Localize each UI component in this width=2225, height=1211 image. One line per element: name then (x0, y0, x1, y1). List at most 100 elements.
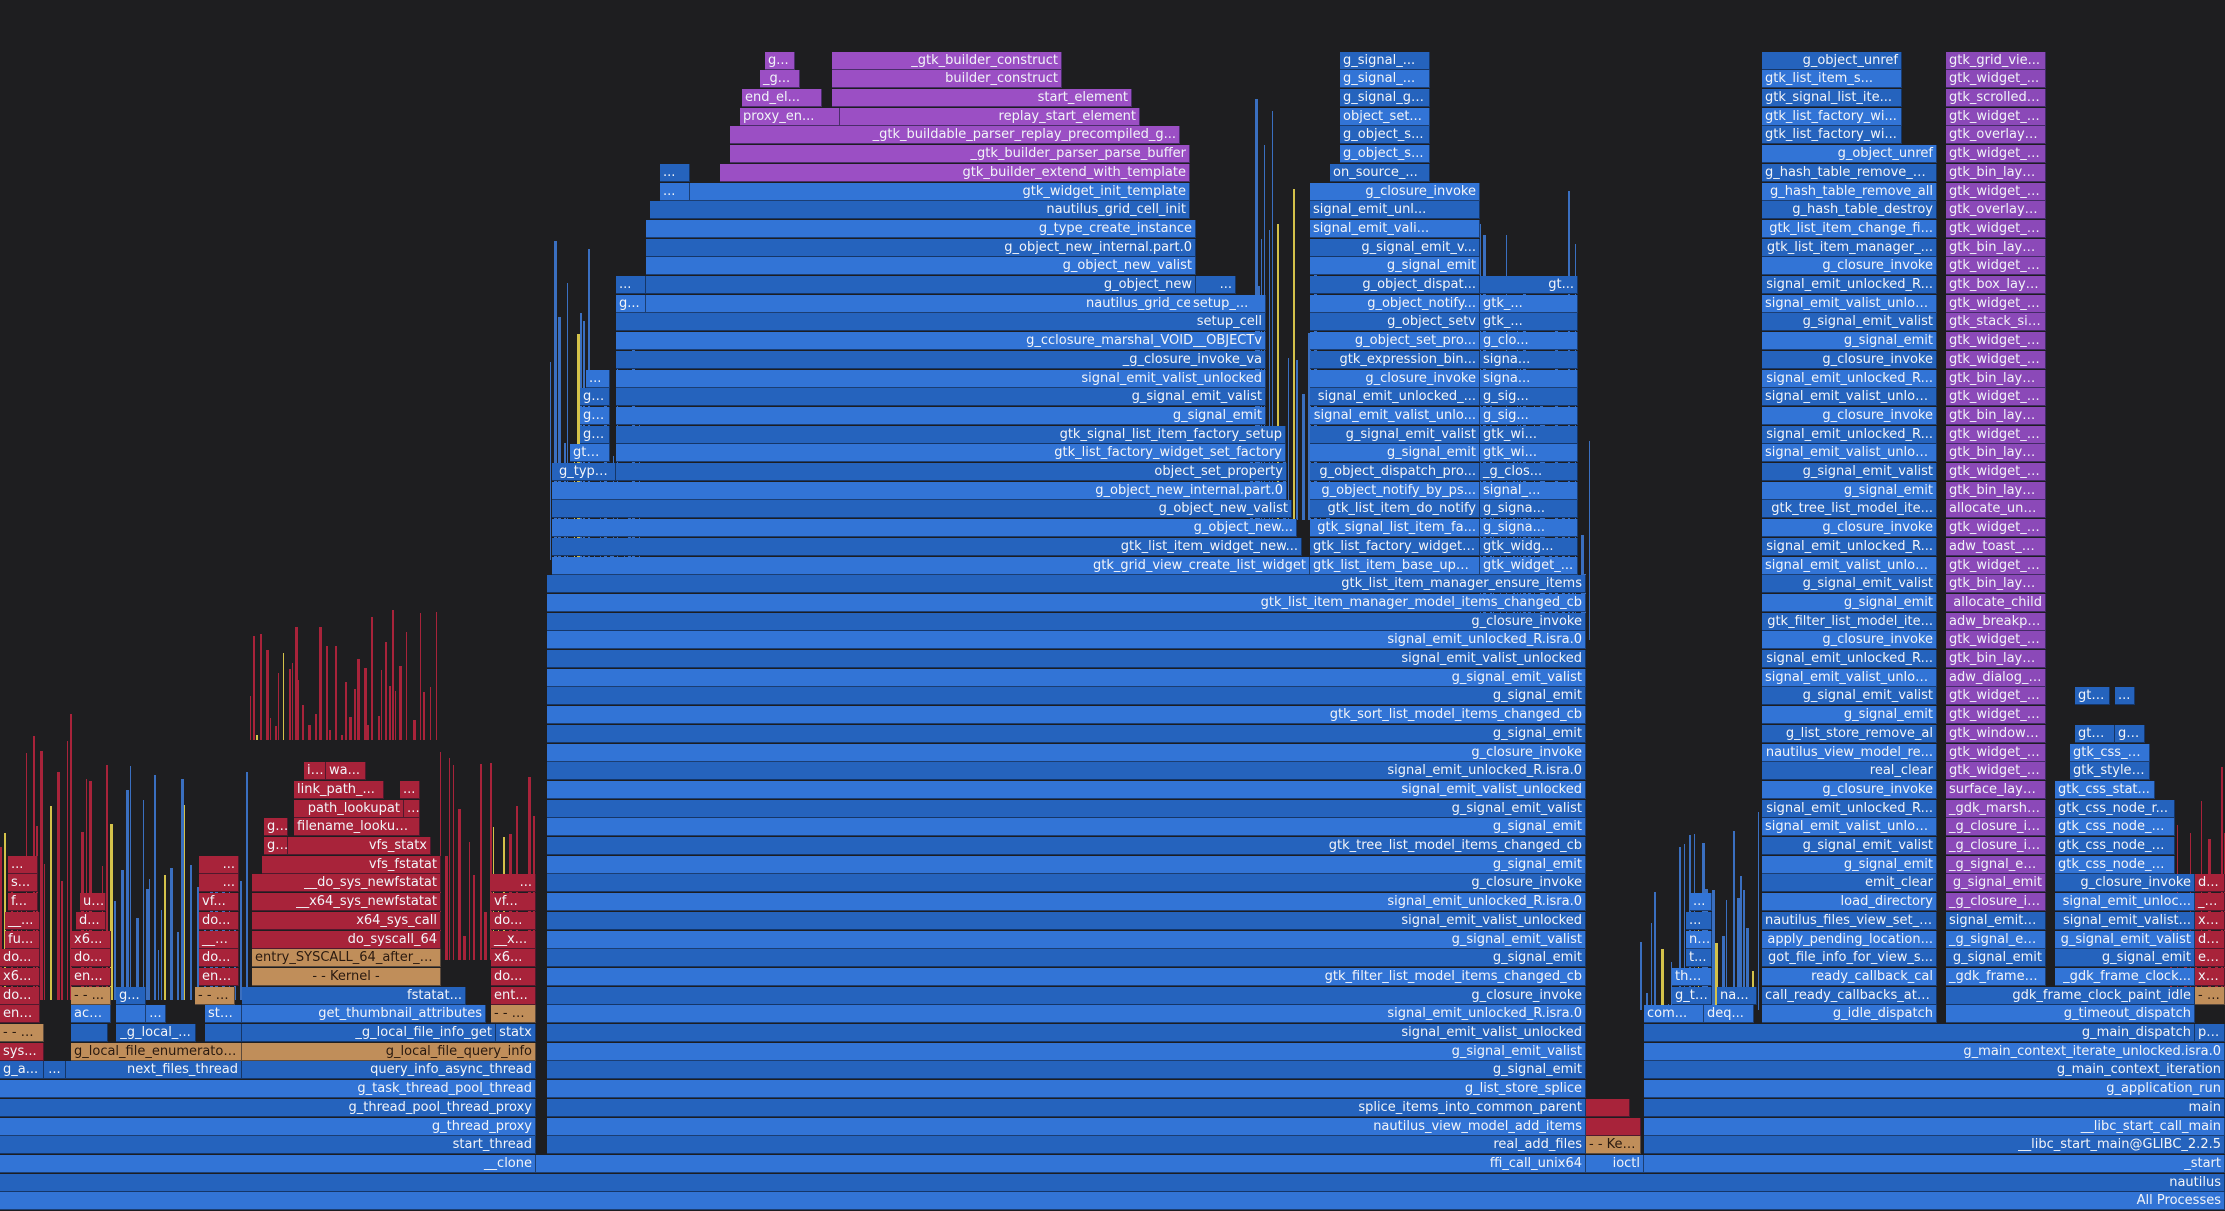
flame-frame[interactable]: g_ta... (1672, 986, 1712, 1005)
flame-frame[interactable]: builder_construct (832, 70, 1062, 89)
flame-frame[interactable]: __... (5, 911, 40, 930)
flame-frame[interactable]: gtk_widget_... (1480, 556, 1578, 575)
flame-frame[interactable]: gdk_frame_clock_paint_idle (1946, 986, 2195, 1005)
flame-frame[interactable] (1586, 1117, 1641, 1136)
flame-frame[interactable] (71, 1024, 108, 1042)
flame-frame[interactable]: statx (496, 1024, 536, 1042)
flame-frame[interactable]: gtk_bin_layou... (1946, 650, 2046, 668)
flame-frame[interactable]: g_closure_invoke (547, 743, 1586, 762)
flame-frame[interactable] (1586, 1098, 1630, 1117)
flame-frame[interactable]: g_object_new_internal.part.0 (646, 238, 1196, 257)
flame-frame[interactable]: allocate_child (1946, 593, 2046, 612)
flame-frame[interactable]: gtk_widget_a... (1946, 519, 2046, 538)
flame-frame[interactable]: ... (146, 1005, 166, 1024)
flame-frame[interactable]: g_signal_emit_valist (616, 388, 1266, 407)
flame-frame[interactable]: signal_emit_valist_unloc... (1762, 294, 1937, 313)
flame-frame[interactable]: gtk_widget_a... (1946, 631, 2046, 650)
flame-frame[interactable]: g_type... (556, 463, 616, 481)
flame-frame[interactable]: gtk_widget_a... (1946, 556, 2046, 575)
flame-frame[interactable]: g_hash_table_remove_all (1762, 182, 1937, 201)
flame-frame[interactable]: g_sig... (1480, 388, 1578, 407)
flame-frame[interactable]: _g_clos... (1480, 463, 1578, 481)
flame-frame[interactable]: g_main_dispatch (1644, 1024, 2195, 1042)
flame-frame[interactable]: _g... (760, 70, 800, 89)
flame-frame[interactable]: g_signal_emit (1762, 593, 1937, 612)
flame-frame[interactable]: g_signa... (1480, 519, 1578, 538)
flame-frame[interactable]: signal_emit_unlocked_R.isra.0 (547, 631, 1586, 650)
flame-frame[interactable]: splice_items_into_common_parent (547, 1098, 1586, 1117)
flame-frame[interactable]: get_thumbnail_attributes (242, 1005, 486, 1024)
flame-frame[interactable]: g_signal_emit (547, 687, 1586, 706)
flame-frame[interactable]: - - Kernel - (252, 967, 441, 986)
flame-frame[interactable]: gtk_box_layo... (1946, 276, 2046, 294)
flame-frame[interactable]: _g_closure_invoke_va (616, 350, 1266, 369)
flame-frame[interactable]: __libc_start_main@GLIBC_2.2.5 (1644, 1136, 2225, 1155)
flame-frame[interactable]: g_thread_proxy (0, 1117, 536, 1136)
flame-frame[interactable]: _gtk_builder_parser_parse_buffer (730, 145, 1190, 164)
flame-frame[interactable]: g_list_store_splice (547, 1080, 1586, 1099)
flame-frame[interactable]: _g_signal_emit... (1946, 930, 2046, 949)
flame-frame[interactable]: gtk_overlay_l... (1946, 201, 2046, 220)
flame-frame[interactable]: signal_emit_unlocked_R... (1762, 650, 1937, 668)
flame-frame[interactable]: ppoll (2195, 1024, 2225, 1042)
flame-frame[interactable]: signal_emit_v... (1946, 911, 2046, 930)
flame-frame[interactable]: g_thread_pool_thread_proxy (0, 1098, 536, 1117)
flame-frame[interactable]: gt... (580, 406, 610, 425)
flame-frame[interactable]: gtk_tree_list_model_ite... (1762, 500, 1937, 519)
flame-frame[interactable]: load_directory (1762, 893, 1937, 912)
flame-frame[interactable]: link_path_... (294, 780, 384, 799)
flame-frame[interactable]: g_closure_invoke (547, 874, 1586, 893)
flame-frame[interactable]: g_object_unref (1762, 51, 1902, 70)
flame-frame[interactable]: signal_emit_unlocked_... (1310, 388, 1480, 407)
flame-frame[interactable]: gtk_widget_a... (1946, 687, 2046, 706)
flame-frame[interactable]: ... (586, 369, 610, 388)
flame-frame[interactable]: g_a... (0, 1061, 44, 1080)
flame-frame[interactable]: g... (616, 294, 646, 313)
flame-frame[interactable]: g_cclosure_marshal_VOID__OBJECTv (616, 332, 1266, 351)
flame-frame[interactable]: signal_emit_unlocked_R.isra.0 (547, 893, 1586, 912)
flame-frame[interactable]: gtk_wi... (1480, 444, 1578, 463)
flame-frame[interactable]: gt... (580, 388, 610, 407)
flame-frame[interactable]: gtk_list_item_widget_new... (552, 537, 1302, 556)
flame-frame[interactable]: g_closure_invoke (1310, 369, 1480, 388)
flame-frame[interactable]: g_closure_invoke (1762, 257, 1937, 276)
flame-frame[interactable]: vfs_statx (288, 837, 431, 855)
flame-frame[interactable]: All Processes (0, 1192, 2225, 1211)
flame-frame[interactable]: _gtk_buildable_parser_replay_precompiled… (730, 126, 1180, 145)
flame-frame[interactable]: x6... (491, 949, 536, 968)
flame-frame[interactable]: gtk_widget_a... (1946, 762, 2046, 781)
flame-frame[interactable]: g_application_run (1644, 1080, 2225, 1099)
flame-frame[interactable]: gtk_window_... (1946, 724, 2046, 743)
flame-frame[interactable]: ... (199, 874, 239, 893)
flame-frame[interactable]: g_signal_emit_valist (547, 930, 1586, 949)
flame-frame[interactable]: ready_callback_cal (1762, 967, 1937, 986)
flame-frame[interactable]: gtk_expression_bin... (1310, 350, 1480, 369)
flame-frame[interactable]: g... (765, 51, 795, 70)
flame-frame[interactable]: g_signal_emit (547, 855, 1586, 874)
flame-frame[interactable]: signal_emit_vali... (1310, 219, 1480, 238)
flame-frame[interactable]: wa... (326, 762, 366, 781)
flame-frame[interactable]: signal_emit_valist_unloc... (1762, 388, 1937, 407)
flame-frame[interactable]: x6... (0, 967, 40, 986)
flame-frame[interactable]: gtk_... (1480, 294, 1578, 313)
flame-frame[interactable]: g_signal_gr... (1340, 89, 1430, 107)
flame-frame[interactable]: main (1644, 1098, 2225, 1117)
flame-frame[interactable]: gtk_list_factory_widget_set_factory (616, 444, 1286, 463)
flame-frame[interactable]: gtk_... (1480, 313, 1578, 332)
flame-frame[interactable]: g_object_new_valist (646, 257, 1196, 276)
flame-frame[interactable]: g_local_file_enumerator... (71, 1042, 242, 1061)
flame-frame[interactable]: do... (199, 949, 239, 968)
flame-frame[interactable]: gtk_widg... (1480, 537, 1578, 556)
flame-frame[interactable]: _g_closure_in... (1946, 837, 2046, 855)
flame-frame[interactable]: gtk_list_item_base_update (1310, 556, 1480, 575)
flame-frame[interactable]: got_file_info_for_view_s... (1762, 949, 1937, 968)
flame-frame[interactable]: gtk_stack_siz... (1946, 313, 2046, 332)
flame-frame[interactable]: nautilus_grid_cell_init (650, 201, 1190, 220)
flame-frame[interactable]: g_signal_emit_valist (1310, 425, 1480, 444)
flame-frame[interactable]: __clone (0, 1154, 536, 1173)
flame-frame[interactable]: gtk_grid_view_create_list_widget (552, 556, 1310, 575)
flame-frame[interactable]: _gdk_marshal... (1946, 799, 2046, 818)
flame-frame[interactable]: proxy_en... (740, 107, 840, 126)
flame-frame[interactable]: nautilus_grid_cell_new (646, 294, 1236, 313)
flame-frame[interactable]: vf... (491, 893, 536, 912)
